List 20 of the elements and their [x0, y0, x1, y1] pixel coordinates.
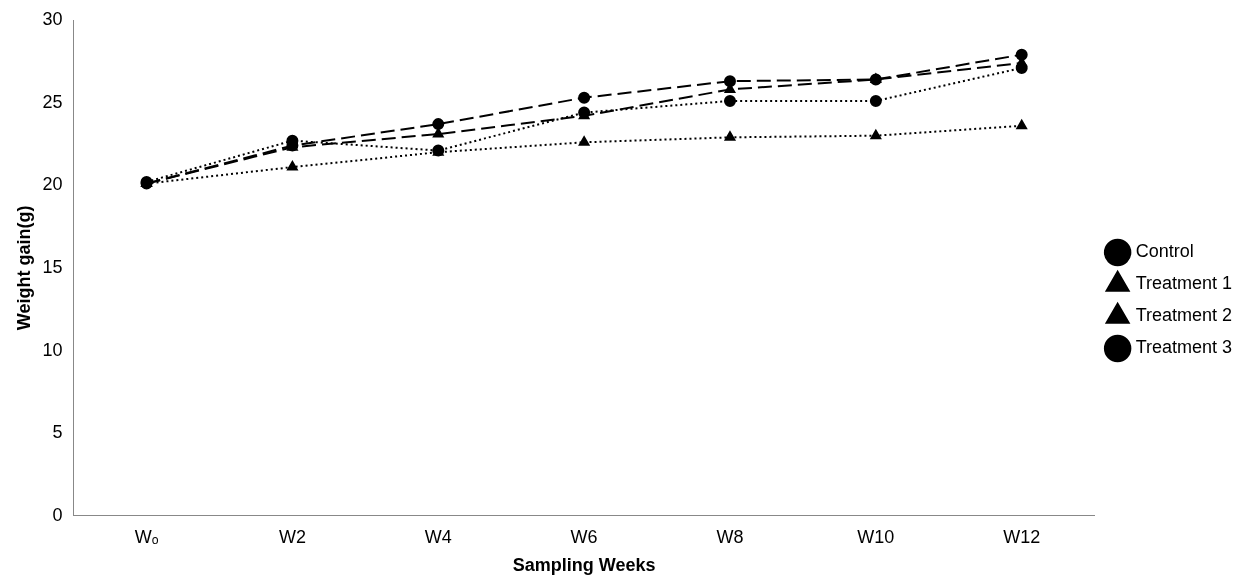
y-tick-label: 0 — [52, 504, 63, 525]
legend-label: Treatment 2 — [1135, 305, 1232, 326]
legend-label: Control — [1135, 241, 1194, 262]
x-axis-title: Sampling Weeks — [512, 555, 656, 576]
x-tick-label: Wₒ — [134, 526, 159, 547]
x-tick-label: W4 — [424, 526, 452, 547]
y-tick-label: 5 — [52, 422, 63, 443]
y-tick-label: 25 — [42, 91, 63, 112]
y-tick-label: 15 — [42, 256, 63, 277]
legend-label: Treatment 3 — [1135, 337, 1232, 358]
y-tick-label: 10 — [42, 339, 63, 360]
x-tick-label: W10 — [857, 526, 895, 547]
y-tick-label: 30 — [42, 8, 63, 29]
y-tick-label: 20 — [42, 174, 63, 195]
x-tick-label: W12 — [1003, 526, 1041, 547]
x-tick-label: W6 — [570, 526, 598, 547]
x-tick-label: W2 — [278, 526, 306, 547]
y-axis-title: Weight gain(g) — [13, 205, 34, 331]
legend-label: Treatment 1 — [1135, 273, 1232, 294]
x-tick-label: W8 — [716, 526, 744, 547]
